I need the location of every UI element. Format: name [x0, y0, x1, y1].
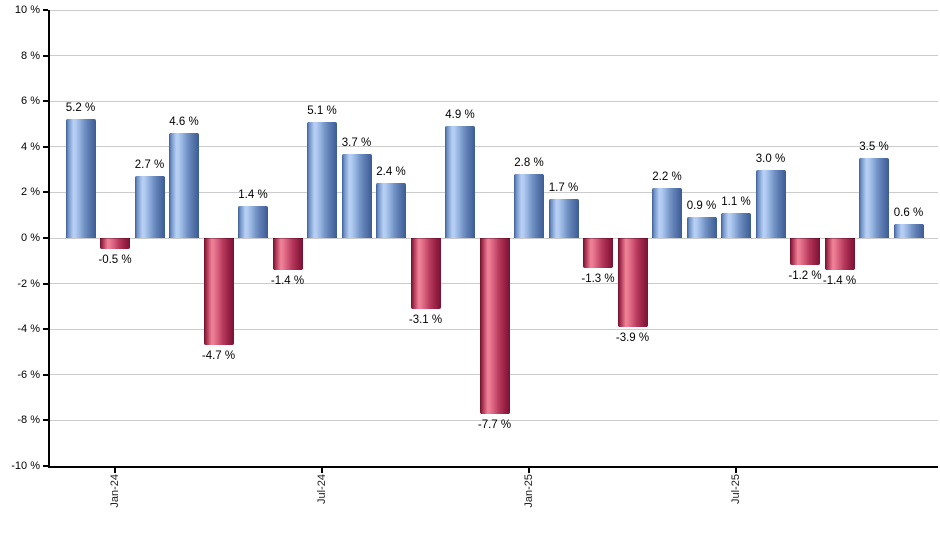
x-axis-tick-label: Jul-24: [316, 474, 328, 504]
bar: [203, 238, 234, 346]
grid-line: [48, 9, 938, 11]
x-axis-tick: [114, 467, 116, 473]
y-axis-tick-label: 10 %: [14, 4, 40, 16]
x-axis-tick-label: Jul-25: [730, 474, 742, 504]
y-axis-tick: [43, 145, 48, 148]
bar-value-label: 2.2 %: [652, 170, 682, 183]
bar: [445, 126, 475, 238]
bar-value-label: 1.1 %: [721, 195, 751, 208]
grid-line: [48, 55, 938, 57]
y-axis-tick: [43, 465, 48, 467]
bar-value-label: 5.2 %: [65, 102, 96, 115]
x-axis-line: [48, 465, 938, 468]
bar-value-label: -7.7 %: [477, 418, 512, 431]
y-axis-tick: [43, 237, 48, 239]
bar: [583, 238, 613, 268]
bar: [859, 158, 889, 238]
x-axis-tick: [528, 467, 530, 473]
grid-line: [48, 100, 938, 102]
y-axis-tick: [43, 419, 48, 422]
y-axis-tick: [43, 373, 48, 376]
grid-line: [48, 419, 938, 421]
y-axis-line: [48, 10, 50, 468]
bar: [479, 238, 510, 414]
grid-line: [48, 191, 938, 193]
bar-value-label: 4.6 %: [169, 116, 199, 129]
bar: [410, 238, 441, 309]
y-axis-tick-label: -4 %: [17, 323, 40, 336]
bar: [376, 183, 406, 238]
y-axis-tick-label: 8 %: [21, 49, 40, 62]
y-axis-tick-label: 4 %: [21, 140, 40, 153]
bar: [548, 199, 579, 238]
bar-value-label: 0.9 %: [686, 200, 717, 213]
bar-value-label: 1.4 %: [238, 189, 268, 202]
bar: [272, 238, 303, 270]
bar: [238, 206, 268, 238]
grid-line: [48, 146, 938, 148]
x-axis-tick-label: Jan-24: [109, 474, 121, 508]
bar: [824, 238, 855, 270]
bar-value-label: -0.5 %: [98, 254, 132, 267]
bar-value-label: -3.1 %: [408, 313, 443, 326]
bar-value-label: 0.6 %: [893, 207, 924, 220]
bar-value-label: 3.5 %: [859, 141, 889, 154]
y-axis-tick: [43, 54, 48, 57]
bar-value-label: 2.4 %: [376, 166, 406, 179]
y-axis-tick: [43, 9, 48, 11]
bar-value-label: 1.7 %: [548, 182, 579, 195]
bar: [686, 217, 717, 238]
bar-value-label: -1.2 %: [788, 270, 822, 283]
bar: [755, 169, 786, 238]
bar-value-label: 3.0 %: [755, 152, 786, 165]
bar: [341, 153, 372, 238]
y-axis-tick: [43, 282, 48, 285]
bar-value-label: -1.4 %: [822, 274, 857, 287]
bar: [790, 238, 820, 266]
y-axis-tick: [43, 100, 48, 103]
y-axis-tick: [43, 191, 48, 194]
y-axis-tick-label: -8 %: [17, 414, 40, 427]
bar: [514, 174, 544, 238]
bar-value-label: -1.4 %: [270, 274, 305, 287]
y-axis-tick-label: 0 %: [21, 232, 40, 244]
y-axis-tick-label: 2 %: [21, 186, 40, 199]
bar-value-label: -4.7 %: [201, 350, 236, 363]
bar: [65, 119, 96, 238]
y-axis-tick: [43, 328, 48, 331]
x-axis-tick-label: Jan-25: [523, 474, 535, 508]
x-axis-tick: [321, 467, 323, 473]
bar: [134, 176, 165, 238]
bar-value-label: 3.7 %: [341, 136, 372, 149]
bar: [893, 224, 924, 238]
bar: [100, 238, 130, 250]
bar: [617, 238, 648, 327]
bar-value-label: -3.9 %: [615, 331, 650, 344]
y-axis-tick-label: 6 %: [21, 95, 40, 108]
x-axis-tick: [735, 467, 737, 473]
bar-value-label: 2.7 %: [134, 159, 165, 172]
bar: [169, 133, 199, 238]
y-axis-tick-label: -6 %: [17, 368, 40, 381]
bar-value-label: 4.9 %: [445, 109, 475, 122]
y-axis-tick-label: -2 %: [17, 277, 40, 290]
bar: [307, 121, 337, 238]
bar: [652, 187, 682, 238]
y-axis-tick-label: -10 %: [11, 460, 40, 472]
bar: [721, 212, 751, 238]
bar-value-label: -1.3 %: [581, 272, 615, 285]
bar-value-label: 2.8 %: [514, 157, 544, 170]
bar-value-label: 5.1 %: [307, 104, 337, 117]
